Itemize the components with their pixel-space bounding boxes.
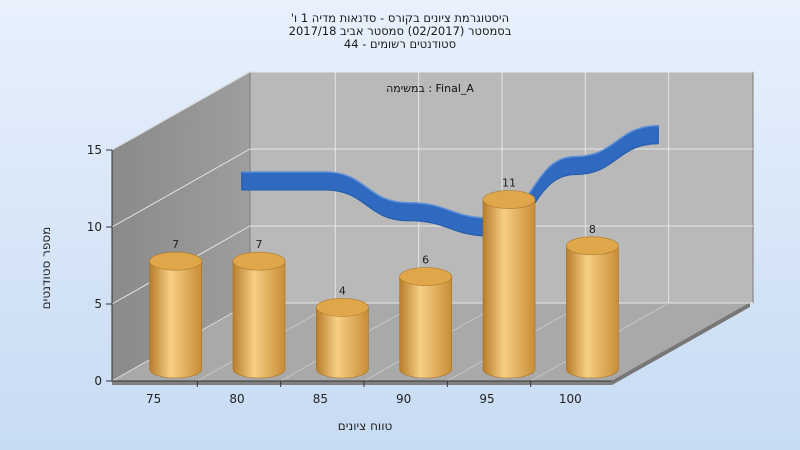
bar-80 xyxy=(232,251,286,379)
data-label: 7 xyxy=(172,238,179,251)
bar-body xyxy=(316,307,369,379)
bar-body xyxy=(399,276,452,379)
bar-75 xyxy=(149,251,202,379)
chart-floor-side-edge xyxy=(612,303,750,385)
x-tick-label: 100 xyxy=(559,392,582,406)
x-axis-label: טווח ציונים xyxy=(337,419,393,433)
bar-body xyxy=(149,260,202,379)
y-tick-label: 15 xyxy=(87,143,102,157)
chart-subtitle-semester: בסמסטר (02/2017) סמסטר אביב 2017/18 xyxy=(288,24,512,38)
data-label: 4 xyxy=(339,284,346,297)
y-axis-label: מספר סטודנטים xyxy=(39,226,53,310)
chart-subtitle-students: סטודנטים רשומים - 44 xyxy=(343,37,457,51)
chart-annotation: Final_A : במשימה xyxy=(386,82,474,95)
bar-top xyxy=(399,267,452,286)
bar-top xyxy=(316,298,369,317)
bar-body xyxy=(232,260,286,379)
y-tick-label: 0 xyxy=(94,374,102,388)
grid-line-side xyxy=(111,148,251,228)
chart-title: היסטוגרמת ציונים בקורס - סדנאות מדיה 1 ו… xyxy=(290,11,510,25)
x-tick-label: 95 xyxy=(479,392,494,406)
data-label: 8 xyxy=(589,223,596,236)
bar-body xyxy=(566,245,619,379)
wave-series xyxy=(241,125,659,237)
bar-top xyxy=(566,236,619,256)
bar-top xyxy=(149,251,202,271)
bar-body xyxy=(482,199,536,379)
y-tick-label: 10 xyxy=(87,220,102,234)
x-tick-label: 85 xyxy=(313,392,328,406)
wave-highlight xyxy=(241,125,659,219)
bar-90 xyxy=(399,267,452,379)
bar-series: 7 7 4 6 11 8 xyxy=(149,177,619,379)
x-tick-label: 80 xyxy=(229,392,244,406)
grid-line-side xyxy=(111,71,251,151)
y-axis-ticks: 0 5 10 15 xyxy=(87,143,113,388)
x-tick-label: 75 xyxy=(146,392,161,406)
chart-floor-edge xyxy=(112,381,612,385)
data-label: 11 xyxy=(502,177,516,190)
data-label: 7 xyxy=(256,238,263,251)
bar-95 xyxy=(482,190,536,379)
data-label: 6 xyxy=(422,254,429,267)
bar-top xyxy=(482,190,536,209)
bar-100 xyxy=(566,236,619,379)
bar-top xyxy=(232,251,286,271)
y-tick-label: 5 xyxy=(94,297,102,311)
bar-85 xyxy=(316,298,369,379)
x-tick-label: 90 xyxy=(396,392,411,406)
x-axis-ticks: 75 80 85 90 95 100 xyxy=(112,380,612,406)
